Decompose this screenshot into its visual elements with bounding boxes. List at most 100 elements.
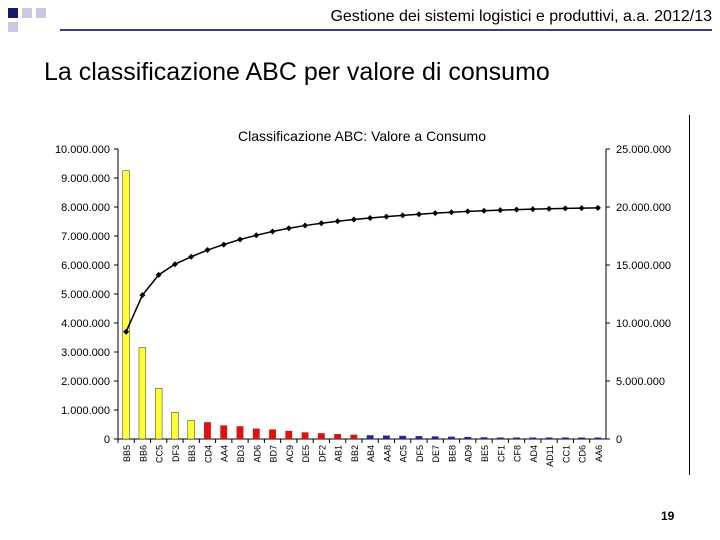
decor-square-dark <box>8 8 18 18</box>
x-tick-label: AB4 <box>366 445 376 462</box>
left-tick-label: 4.000.000 <box>61 318 110 330</box>
bar-CF8 <box>513 437 520 439</box>
bar-AA4 <box>220 425 228 439</box>
bar-AB4 <box>366 435 374 439</box>
left-tick-label: 7.000.000 <box>61 231 110 243</box>
x-tick-label: DF5 <box>415 445 425 462</box>
right-tick-label: 10.000.000 <box>616 318 671 330</box>
right-tick-label: 25.000.000 <box>616 144 671 156</box>
bar-AD9 <box>464 436 472 439</box>
left-tick-label: 3.000.000 <box>61 347 110 359</box>
cumulative-point-AB4 <box>367 215 374 222</box>
x-tick-label: AD11 <box>545 445 555 467</box>
bar-BB6 <box>138 347 147 440</box>
cumulative-point-BE5 <box>481 207 487 214</box>
x-tick-label: AA6 <box>594 445 604 462</box>
cumulative-point-BB5 <box>123 328 130 335</box>
x-tick-label: AC9 <box>285 445 295 463</box>
x-tick-label: AB1 <box>334 445 344 462</box>
left-tick-label: 9.000.000 <box>61 173 110 185</box>
bar-CD4 <box>204 422 211 439</box>
bar-BE8 <box>448 436 455 439</box>
left-tick-label: 1.000.000 <box>61 405 110 417</box>
x-tick-label: AD6 <box>252 445 262 463</box>
x-tick-label: BB3 <box>187 445 197 462</box>
bar-AA8 <box>382 435 390 439</box>
x-tick-label: BB6 <box>138 445 148 462</box>
bar-AC9 <box>285 430 293 439</box>
x-tick-label: AA4 <box>220 445 230 462</box>
x-tick-label: BD7 <box>269 445 279 463</box>
left-tick-label: 2.000.000 <box>61 376 110 388</box>
cumulative-point-AC9 <box>285 225 292 232</box>
x-tick-label: CD6 <box>578 445 588 463</box>
decor-square-light <box>36 8 46 18</box>
decor-square-light <box>22 8 32 18</box>
cumulative-point-CC5 <box>155 271 162 278</box>
cumulative-point-AD4 <box>529 206 536 213</box>
x-tick-label: CC1 <box>561 445 571 463</box>
x-tick-label: DF2 <box>317 445 327 462</box>
right-tick-label: 0 <box>616 434 622 446</box>
x-tick-label: BB2 <box>350 445 360 462</box>
header-divider <box>60 29 712 31</box>
bar-CC5 <box>155 388 163 440</box>
left-tick-label: 10.000.000 <box>55 144 110 156</box>
cumulative-point-BB3 <box>188 253 195 260</box>
left-tick-label: 8.000.000 <box>61 202 110 214</box>
bar-DF5 <box>415 436 423 439</box>
cumulative-point-BD7 <box>269 228 276 235</box>
cumulative-point-DF2 <box>318 220 325 227</box>
bar-DF2 <box>317 433 325 439</box>
cumulative-point-BE8 <box>448 209 455 216</box>
cumulative-point-BB2 <box>350 216 357 223</box>
chart-title: Classificazione ABC: Valore a Consumo <box>238 128 486 144</box>
x-tick-label: AD9 <box>464 445 474 463</box>
x-tick-label: AC5 <box>399 445 409 463</box>
x-tick-label: BB5 <box>122 445 132 462</box>
right-tick-label: 5.000.000 <box>616 376 665 388</box>
bar-BD7 <box>269 429 276 439</box>
x-tick-label: CC5 <box>155 445 165 463</box>
bar-AB1 <box>334 434 342 439</box>
right-tick-label: 15.000.000 <box>616 260 671 272</box>
decor-square-light <box>8 22 18 32</box>
bar-CF1 <box>496 437 504 439</box>
cumulative-point-AC5 <box>399 212 406 219</box>
cumulative-point-CD6 <box>578 205 585 212</box>
bar-DF3 <box>171 412 179 440</box>
x-tick-label: CF8 <box>513 445 523 462</box>
bar-AD6 <box>252 428 260 439</box>
cumulative-point-DE7 <box>432 210 439 217</box>
cumulative-point-BB6 <box>139 292 146 299</box>
bar-DE5 <box>301 432 309 439</box>
bar-BB3 <box>187 420 195 440</box>
slide-header: Gestione dei sistemi logistici e produtt… <box>60 5 712 31</box>
cumulative-point-CF1 <box>497 207 504 214</box>
bar-AC5 <box>399 435 407 439</box>
cumulative-point-DF5 <box>415 211 422 218</box>
x-tick-label: DE5 <box>301 445 311 463</box>
bar-BE5 <box>480 437 488 439</box>
left-tick-label: 5.000.000 <box>61 289 110 301</box>
cumulative-point-DF3 <box>171 261 178 268</box>
left-tick-label: 6.000.000 <box>61 260 110 272</box>
x-tick-label: BE8 <box>447 445 457 462</box>
cumulative-point-BD3 <box>237 236 243 243</box>
x-tick-label: CF1 <box>496 445 506 462</box>
course-title: Gestione dei sistemi logistici e produtt… <box>330 8 712 25</box>
x-tick-label: DF3 <box>171 445 181 462</box>
cumulative-point-AA8 <box>383 213 390 220</box>
cumulative-point-DE5 <box>302 222 309 229</box>
bar-AD4 <box>529 437 537 439</box>
bar-AD11 <box>545 437 553 439</box>
bar-BB5 <box>122 170 130 440</box>
page-number: 19 <box>661 509 675 523</box>
bar-AA6 <box>594 437 602 439</box>
x-tick-label: DE7 <box>431 445 441 463</box>
x-tick-label: BE5 <box>480 445 490 462</box>
bar-BD3 <box>236 426 244 439</box>
bar-BB2 <box>350 434 358 439</box>
right-tick-label: 20.000.000 <box>616 202 671 214</box>
